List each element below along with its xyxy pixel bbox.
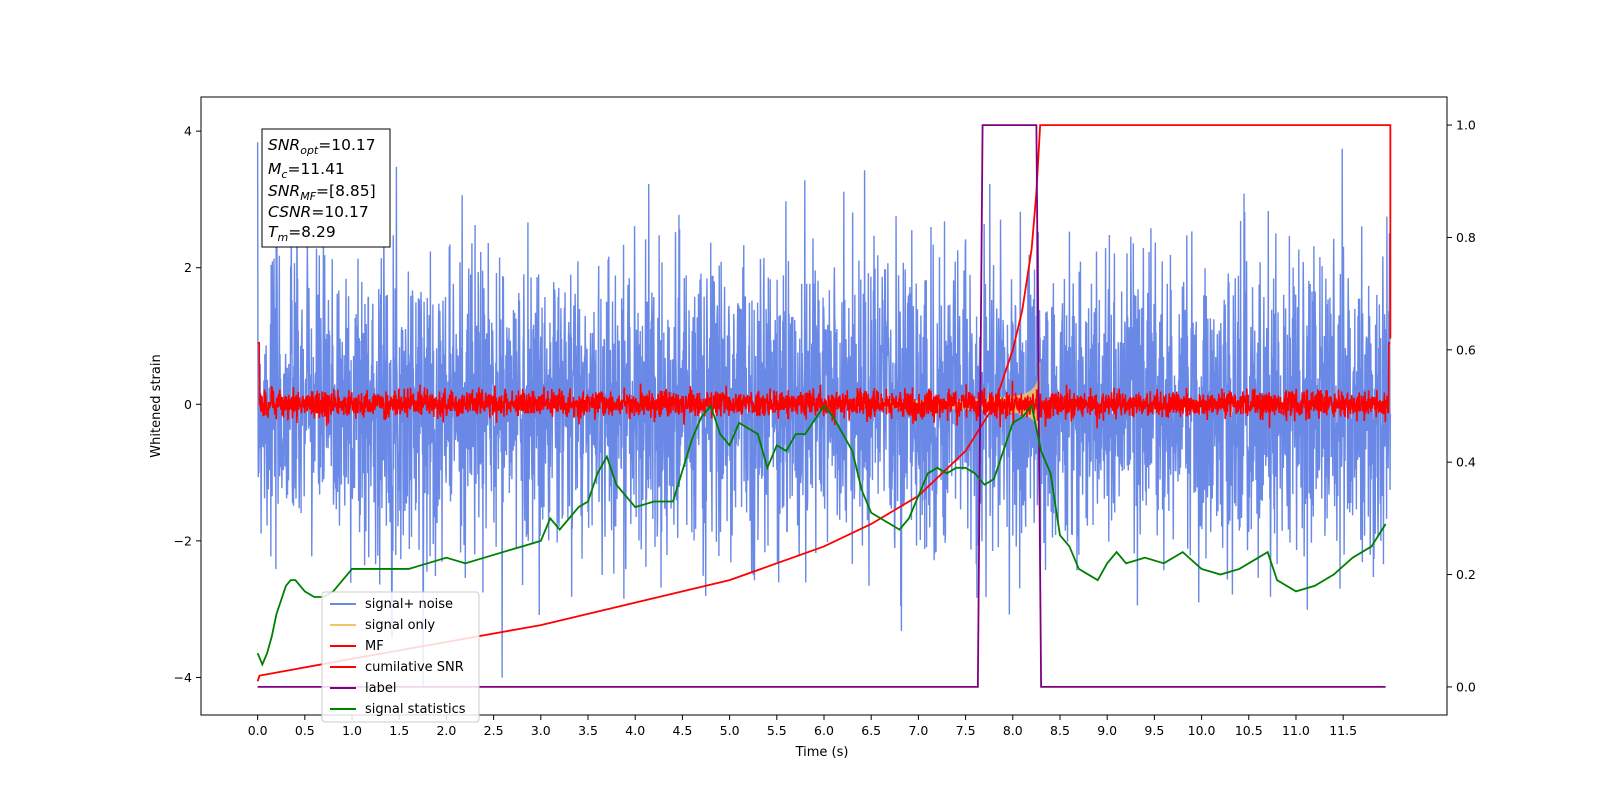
- snr-opt-value: =10.17: [318, 136, 375, 154]
- y-axis-right: 1.0 0.8 0.6 0.4 0.2 0.0: [1447, 118, 1476, 694]
- y-tick-label: −4: [174, 670, 192, 685]
- legend-label-cumulative-snr: cumilative SNR: [365, 660, 464, 675]
- x-axis-title: Time (s): [795, 745, 849, 760]
- x-tick-label: 6.0: [814, 723, 834, 738]
- x-tick-label: 3.0: [531, 723, 551, 738]
- x-tick-label: 1.5: [389, 723, 409, 738]
- x-tick-label: 3.5: [578, 723, 598, 738]
- svg-text:SNRopt=10.17: SNRopt=10.17: [268, 136, 376, 157]
- series-mf: [257, 342, 1391, 429]
- x-tick-label: 5.0: [720, 723, 740, 738]
- x-tick-label: 2.0: [436, 723, 456, 738]
- x-tick-label: 9.5: [1144, 723, 1164, 738]
- y2-tick-label: 0.6: [1456, 342, 1476, 357]
- info-box: SNRopt=10.17 Mc=11.41 SNRMF=[8.85] CSNR=…: [261, 128, 391, 248]
- x-tick-label: 8.5: [1050, 723, 1070, 738]
- mc-value: =11.41: [287, 160, 344, 178]
- legend-label-mf: MF: [365, 639, 384, 654]
- y-tick-label: 0: [184, 397, 192, 412]
- x-tick-label: 8.0: [1003, 723, 1023, 738]
- y2-tick-label: 0.0: [1456, 679, 1476, 694]
- legend-label-signal-only: signal only: [365, 618, 435, 633]
- legend-label-signal-statistics: signal statistics: [365, 702, 466, 717]
- tm-value: =8.29: [288, 223, 336, 241]
- y-tick-label: 2: [184, 260, 192, 275]
- x-tick-label: 0.5: [295, 723, 315, 738]
- y-axis-title: Whitened strain: [149, 354, 164, 457]
- x-tick-label: 1.0: [342, 723, 362, 738]
- svg-text:CSNR=10.17: CSNR=10.17: [268, 203, 369, 221]
- y-tick-label: 4: [184, 124, 192, 139]
- legend: signal+ noise signal only MF cumilative …: [321, 591, 480, 723]
- csnr-value: =10.17: [311, 203, 368, 221]
- x-tick-label: 4.5: [672, 723, 692, 738]
- x-tick-label: 5.5: [767, 723, 787, 738]
- series-signal-statistics: [256, 404, 1387, 667]
- legend-label-signal-noise: signal+ noise: [365, 597, 453, 612]
- x-tick-label: 11.0: [1282, 723, 1310, 738]
- x-tick-label: 2.5: [484, 723, 504, 738]
- x-tick-label: 7.0: [908, 723, 928, 738]
- x-tick-label: 6.5: [861, 723, 881, 738]
- x-axis: 0.0 0.5 1.0 1.5 2.0 2.5 3.0 3.5 4.0 4.5 5.0 5.5 6.0 6…: [248, 715, 1357, 738]
- series-label: [257, 124, 1386, 688]
- svg-text:Mc=11.41: Mc=11.41: [268, 160, 345, 181]
- y2-tick-label: 0.4: [1456, 455, 1476, 470]
- x-tick-label: 10.5: [1235, 723, 1263, 738]
- svg-text:Tm=8.29: Tm=8.29: [268, 223, 336, 244]
- y-tick-label: −2: [174, 533, 192, 548]
- svg-text:SNRMF=[8.85]: SNRMF=[8.85]: [268, 182, 376, 203]
- x-tick-label: 11.5: [1329, 723, 1357, 738]
- y2-tick-label: 0.2: [1456, 567, 1476, 582]
- x-tick-label: 10.0: [1188, 723, 1216, 738]
- y-axis-left: 4 2 0 −2 −4: [174, 124, 201, 685]
- series-signal-noise: [256, 142, 1392, 688]
- x-tick-label: 7.5: [956, 723, 976, 738]
- snr-mf-value: =[8.85]: [316, 182, 376, 200]
- y2-tick-label: 1.0: [1456, 118, 1476, 133]
- legend-label-label: label: [365, 681, 396, 696]
- y2-tick-label: 0.8: [1456, 230, 1476, 245]
- x-tick-label: 9.0: [1097, 723, 1117, 738]
- x-tick-label: 4.0: [625, 723, 645, 738]
- x-tick-label: 0.0: [248, 723, 268, 738]
